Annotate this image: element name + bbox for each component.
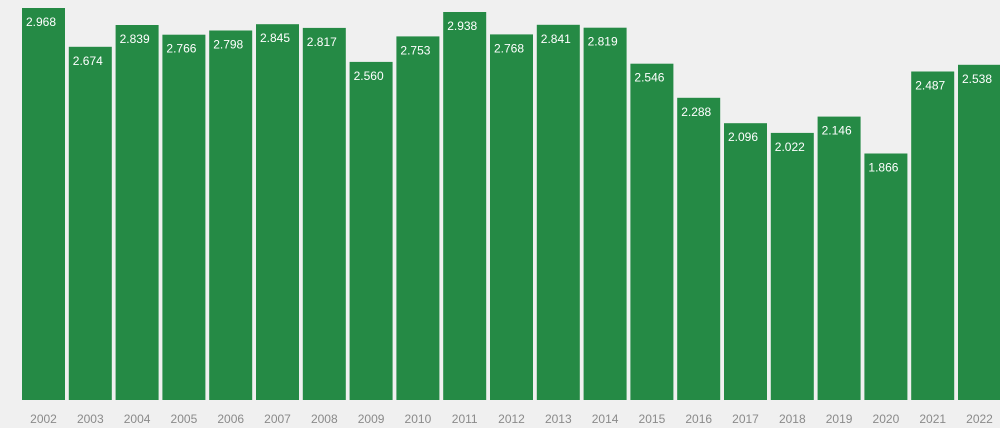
x-tick-label: 2004 [124,412,151,426]
x-tick-label: 2006 [217,412,244,426]
bar-value-label: 1.866 [868,161,898,175]
bar-value-label: 2.817 [307,35,337,49]
bar-2018 [770,132,814,400]
x-tick-label: 2013 [545,412,572,426]
x-tick-label: 2017 [732,412,759,426]
bar-value-label: 2.022 [775,140,805,154]
bar-2022 [958,64,1000,401]
x-tick-label: 2015 [639,412,666,426]
bar-value-label: 2.674 [73,54,103,68]
x-tick-label: 2003 [77,412,104,426]
bar-value-label: 2.538 [962,72,992,86]
bar-2005 [162,34,206,400]
x-tick-label: 2012 [498,412,525,426]
x-tick-label: 2005 [171,412,198,426]
bar-value-label: 2.546 [634,71,664,85]
x-tick-label: 2019 [826,412,853,426]
bar-2017 [724,123,767,400]
bar-2004 [115,25,159,400]
bar-value-label: 2.819 [588,35,618,49]
x-tick-label: 2010 [405,412,432,426]
bar-value-label: 2.841 [541,32,571,46]
bar-value-label: 2.798 [213,38,243,52]
bar-value-label: 2.753 [400,43,430,57]
bar-2002 [22,8,65,400]
bar-2015 [630,63,674,400]
x-tick-label: 2008 [311,412,338,426]
bar-value-label: 2.288 [681,105,711,119]
x-tick-label: 2018 [779,412,806,426]
x-tick-label: 2016 [685,412,712,426]
bar-value-label: 2.938 [447,19,477,33]
bar-2012 [490,34,533,401]
bar-2019 [817,116,861,400]
bar-2009 [349,61,393,401]
x-tick-label: 2014 [592,412,619,426]
x-tick-label: 2007 [264,412,291,426]
bar-2016 [677,97,721,401]
bar-2010 [396,36,440,401]
x-tick-label: 2011 [452,412,478,426]
bar-value-label: 2.968 [26,15,56,29]
x-tick-label: 2002 [30,412,57,426]
bar-value-label: 2.146 [822,124,852,138]
bar-value-label: 2.845 [260,31,290,45]
bar-value-label: 2.766 [166,42,196,56]
x-tick-label: 2021 [919,412,946,426]
x-tick-label: 2009 [358,412,385,426]
x-tick-label: 2020 [873,412,900,426]
bar-value-label: 2.487 [915,79,945,93]
bar-2008 [302,27,346,401]
bar-2003 [68,46,112,401]
bar-value-label: 2.096 [728,130,758,144]
bar-2013 [536,24,580,401]
bar-value-label: 2.839 [120,32,150,46]
bar-2011 [443,12,487,400]
bar-value-label: 2.768 [494,41,524,55]
bar-2020 [864,153,908,400]
bar-2014 [583,27,627,400]
bar-2007 [256,24,299,400]
x-tick-label: 2022 [966,412,993,426]
bar-value-label: 2.560 [354,69,384,83]
bar-2021 [911,71,955,400]
bar-2006 [209,30,253,400]
